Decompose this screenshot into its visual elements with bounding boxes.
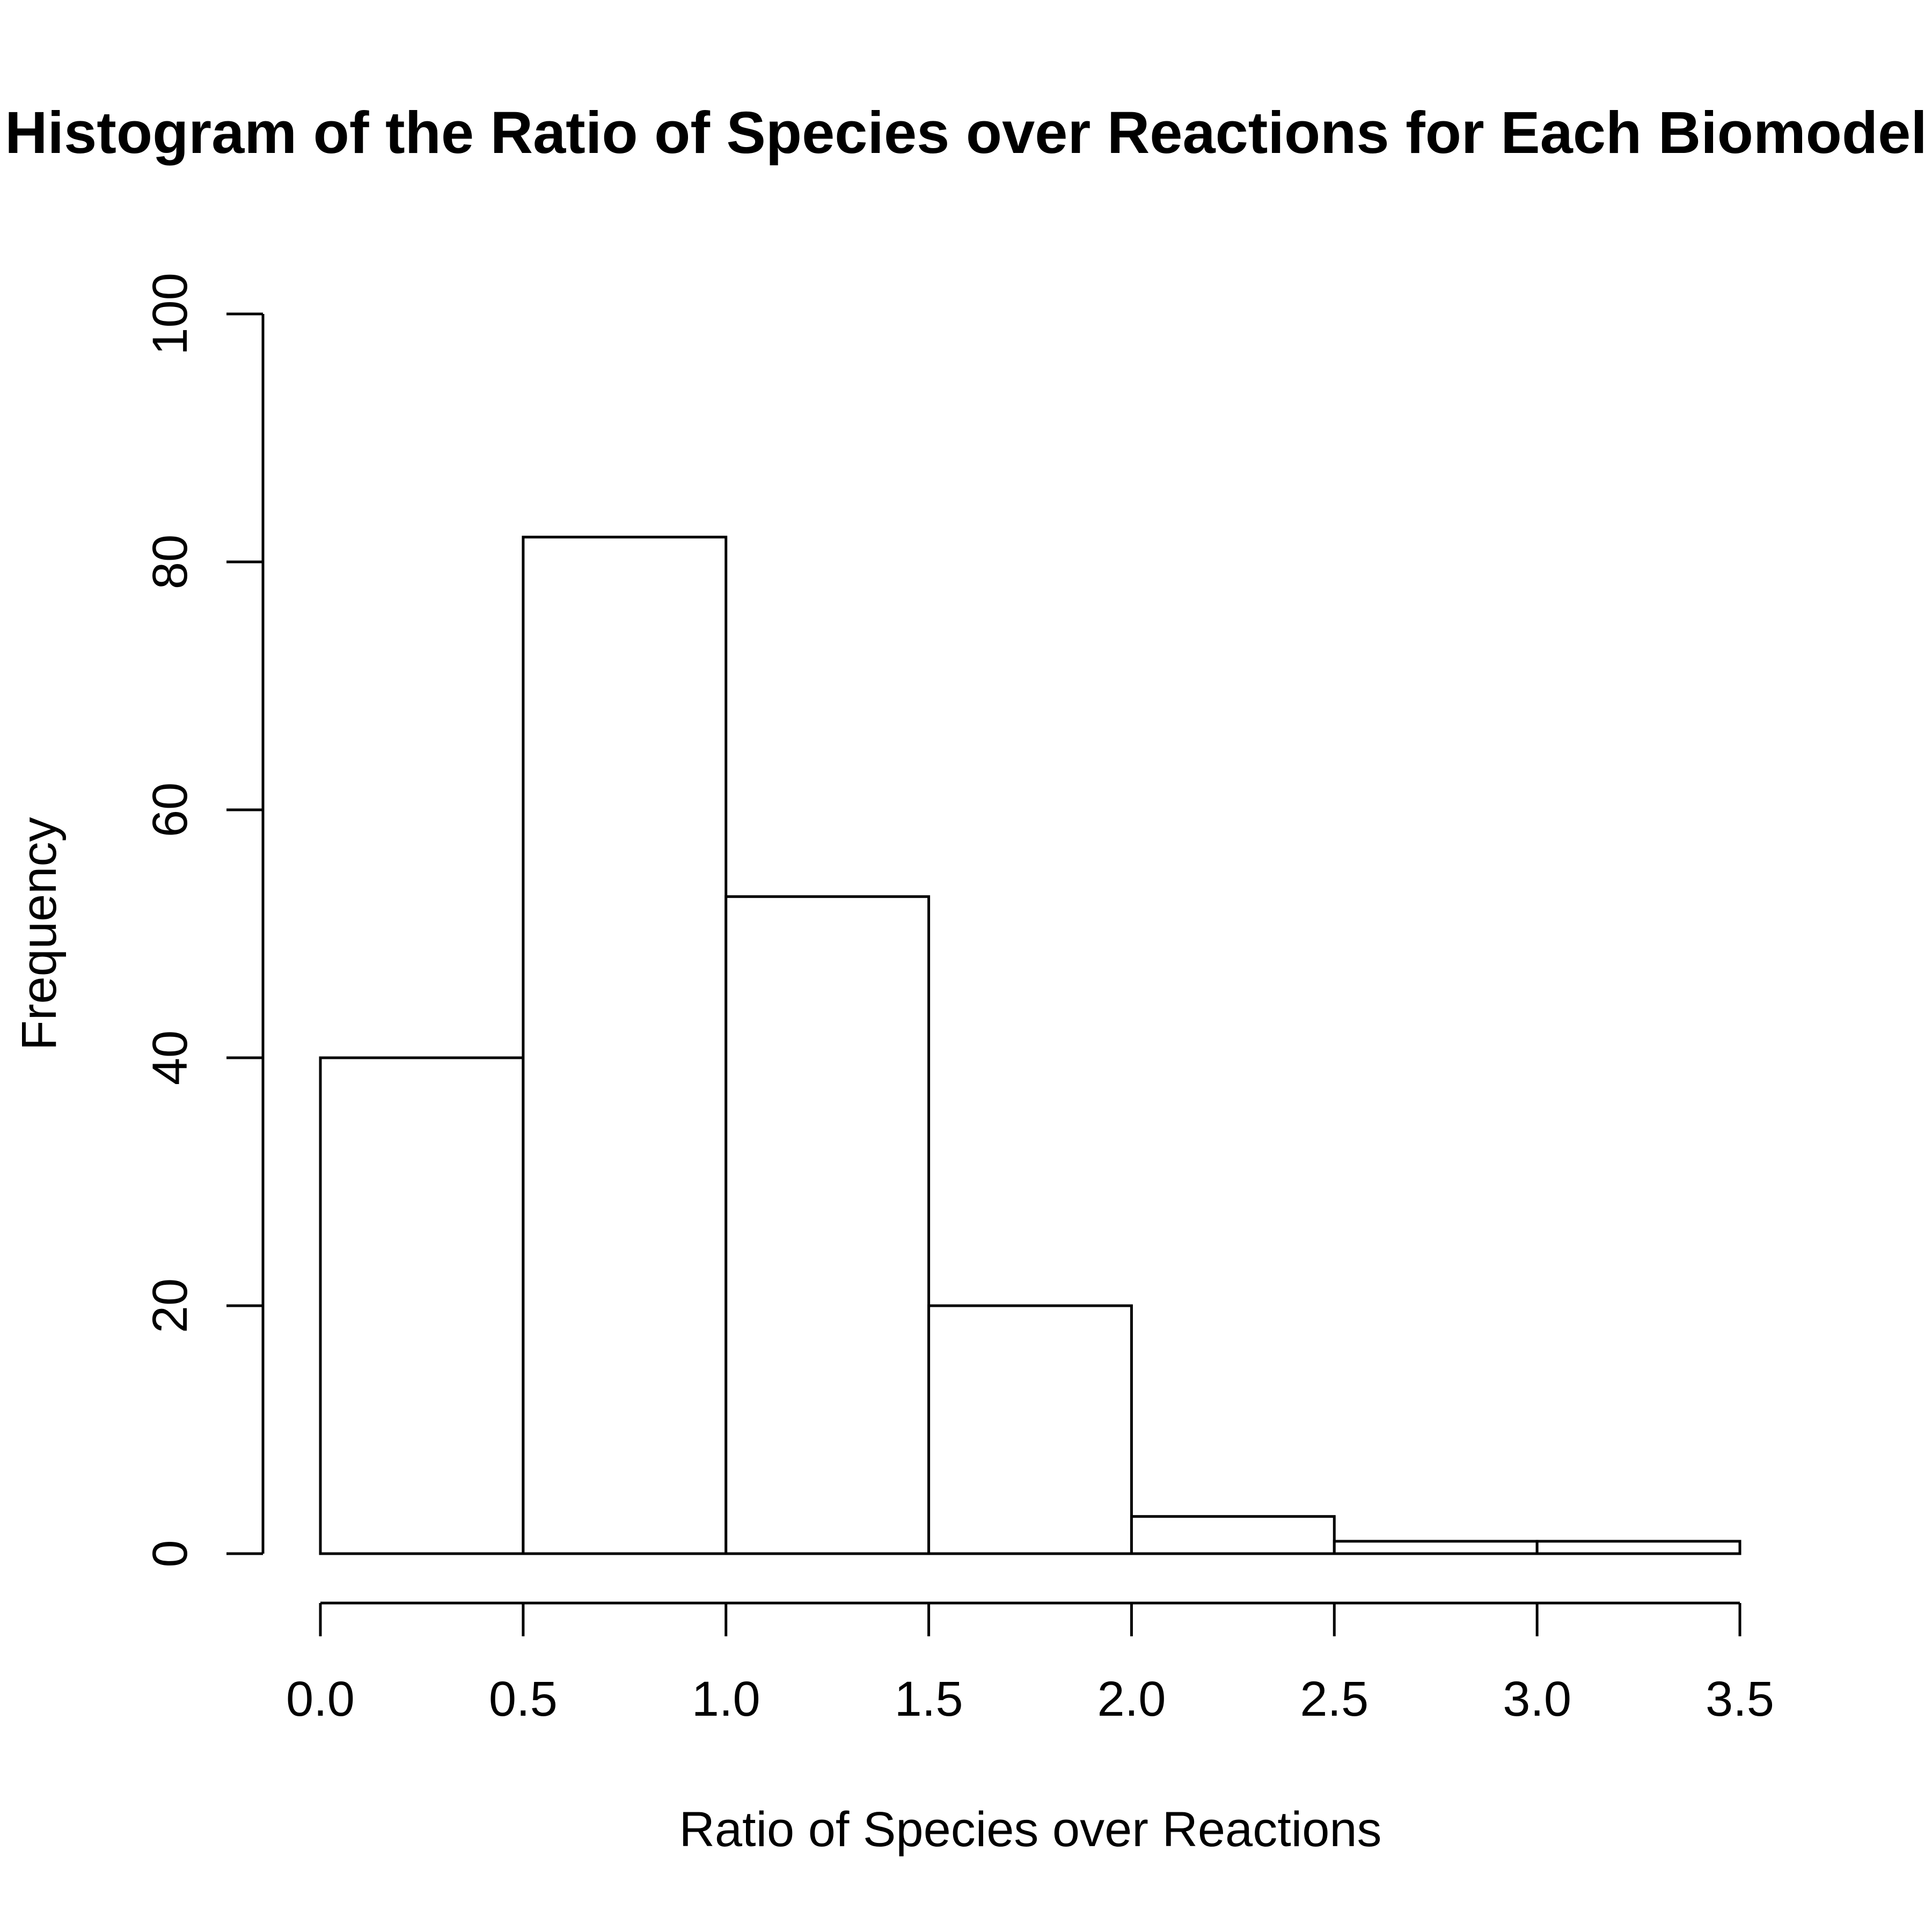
histogram-bar (1535, 1540, 1741, 1555)
histogram-bar (522, 536, 728, 1555)
histogram-bar (1333, 1540, 1539, 1555)
y-tick-label: 60 (143, 782, 197, 837)
x-tick-label: 0.5 (489, 1672, 558, 1726)
x-axis-title: Ratio of Species over Reactions (679, 1802, 1381, 1857)
x-tick-label: 1.0 (692, 1672, 760, 1726)
y-axis-title: Frequency (12, 817, 67, 1051)
x-tick-label: 2.0 (1097, 1672, 1166, 1726)
y-tick-label: 40 (143, 1030, 197, 1085)
x-tick-label: 3.0 (1503, 1672, 1571, 1726)
x-axis: 0.0 0.5 1.0 1.5 2.0 2.5 3.0 3.5 (286, 1601, 1774, 1726)
histogram-bar (1130, 1515, 1336, 1555)
y-axis: 0 20 40 60 80 100 (143, 273, 265, 1568)
x-tick-label: 3.5 (1706, 1672, 1774, 1726)
histogram-bar (724, 895, 931, 1555)
histogram-bar (927, 1304, 1133, 1555)
x-tick-label: 2.5 (1300, 1672, 1368, 1726)
x-tick-label: 0.0 (286, 1672, 355, 1726)
chart-title: Histogram of the Ratio of Species over R… (5, 100, 1927, 166)
x-tick-label: 1.5 (895, 1672, 963, 1726)
y-tick-label: 0 (143, 1540, 197, 1567)
y-tick-label: 100 (143, 273, 197, 355)
histogram-bar (319, 1056, 525, 1555)
y-tick-label: 80 (143, 535, 197, 589)
y-tick-label: 20 (143, 1278, 197, 1333)
histogram-bars (319, 536, 1741, 1555)
